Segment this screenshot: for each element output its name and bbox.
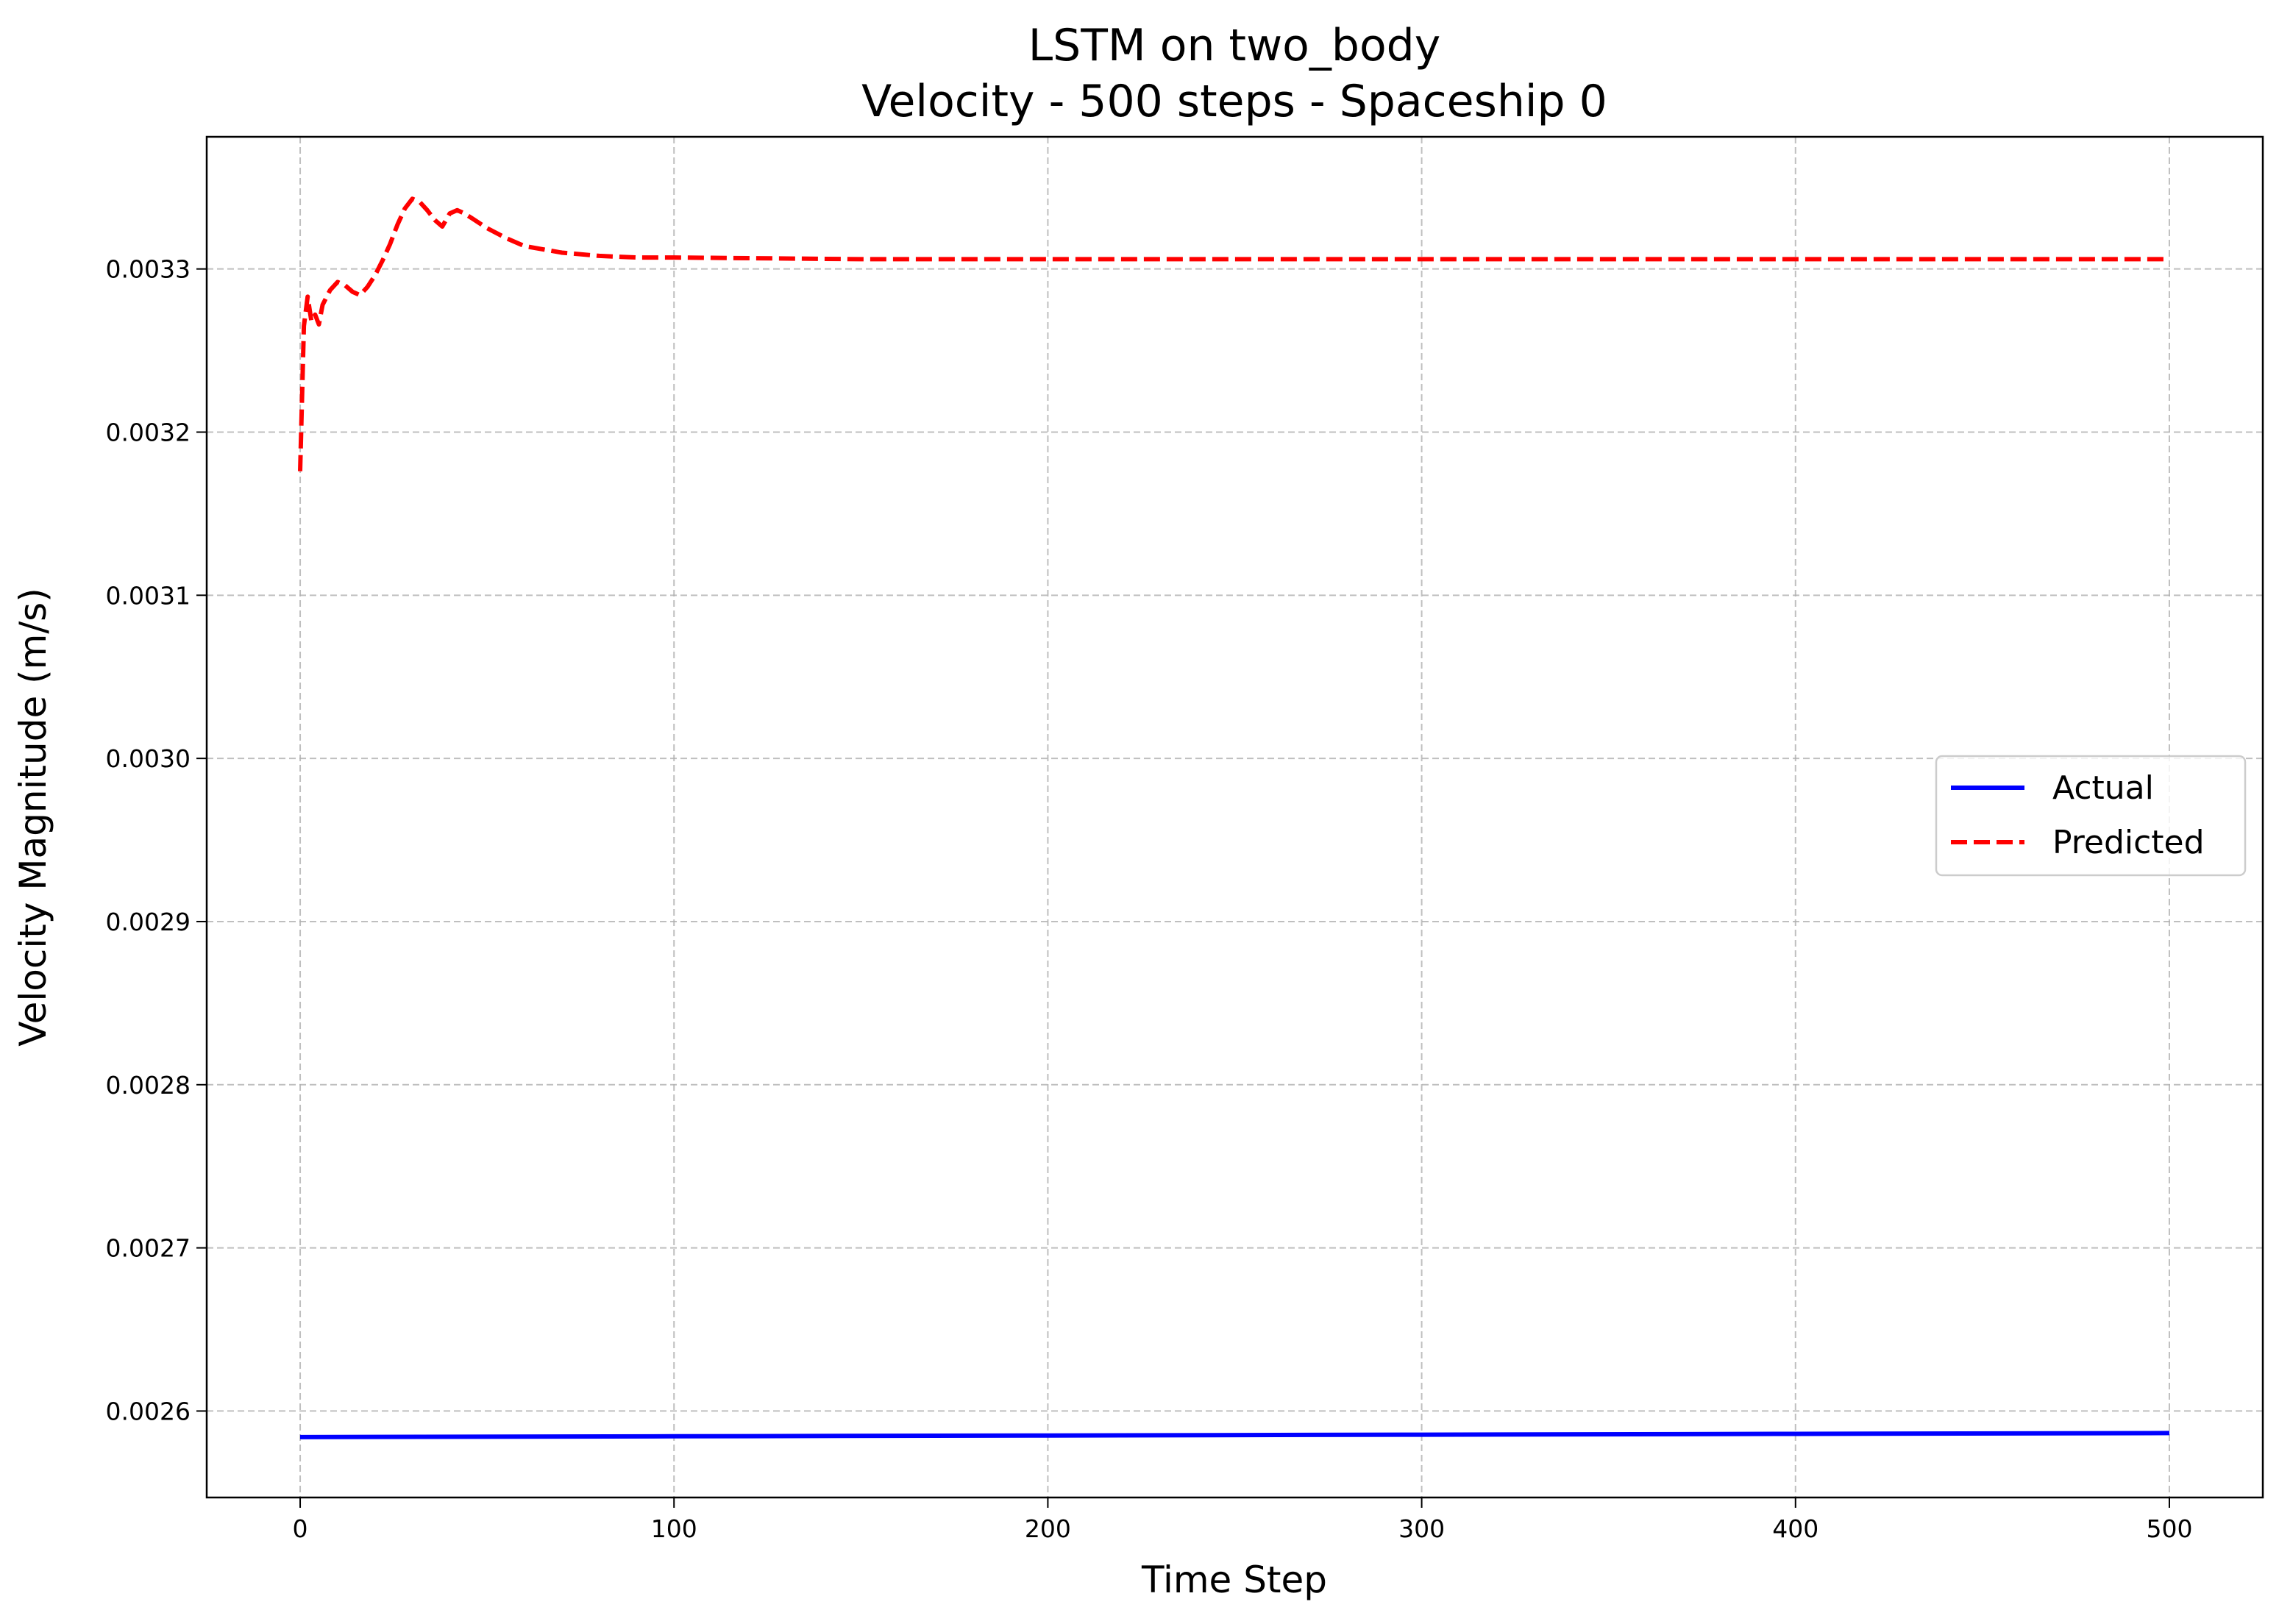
series-line-actual xyxy=(299,1431,2170,1439)
series-line-predicted xyxy=(298,196,2169,471)
y-tick-label: 0.0028 xyxy=(106,1071,191,1100)
y-tick-label: 0.0033 xyxy=(106,255,191,284)
y-tick-label: 0.0031 xyxy=(106,581,191,610)
y-tick-label: 0.0030 xyxy=(106,744,191,773)
legend: Actual Predicted xyxy=(1935,755,2247,877)
x-axis-label: Time Step xyxy=(1141,1559,1327,1601)
plot-series xyxy=(298,196,2170,1439)
legend-label-predicted: Predicted xyxy=(2052,824,2205,861)
x-tick-label: 200 xyxy=(1025,1514,1071,1543)
y-tick-label: 0.0027 xyxy=(106,1234,191,1263)
x-tick-label: 400 xyxy=(1772,1514,1818,1543)
legend-label-actual: Actual xyxy=(2052,769,2154,807)
x-tick-label: 100 xyxy=(651,1514,697,1543)
plot-area-frame xyxy=(205,135,2264,1499)
x-tick-label: 500 xyxy=(2146,1514,2192,1543)
y-tick-label: 0.0026 xyxy=(106,1397,191,1425)
chart-title: LSTM on two_body xyxy=(1028,20,1441,71)
y-tick-label: 0.0029 xyxy=(106,908,191,936)
y-axis-ticks: 0.0026 0.0027 0.0028 0.0029 0.0030 0.0031 0.00… xyxy=(106,255,207,1425)
x-tick-label: 300 xyxy=(1398,1514,1445,1543)
x-axis-ticks: 0 100 200 300 400 500 xyxy=(293,1497,2192,1543)
chart-subtitle: Velocity - 500 steps - Spaceship 0 xyxy=(861,76,1607,127)
y-axis-label: Velocity Magnitude (m/s) xyxy=(12,588,54,1046)
y-tick-label: 0.0032 xyxy=(106,418,191,446)
grid xyxy=(207,137,2263,1497)
x-tick-label: 0 xyxy=(293,1514,308,1543)
